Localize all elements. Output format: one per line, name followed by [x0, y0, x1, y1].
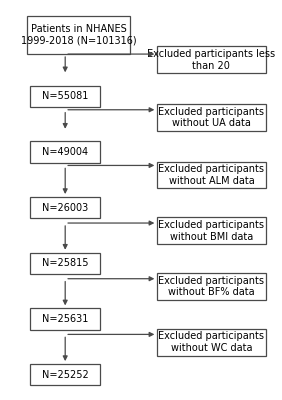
Text: N=25631: N=25631 [42, 314, 88, 324]
Text: Excluded participants
without BMI data: Excluded participants without BMI data [158, 220, 265, 242]
Text: Excluded participants
without WC data: Excluded participants without WC data [158, 331, 265, 353]
Bar [30, 86, 100, 107]
Text: Excluded participants
without ALM data: Excluded participants without ALM data [158, 164, 265, 186]
Bar [157, 46, 266, 73]
Bar [30, 253, 100, 274]
Bar [27, 16, 130, 54]
Text: N=26003: N=26003 [42, 203, 88, 213]
Text: N=49004: N=49004 [42, 147, 88, 157]
Bar [157, 329, 266, 356]
Text: N=25252: N=25252 [42, 370, 89, 380]
Bar [157, 162, 266, 188]
Text: N=25815: N=25815 [42, 258, 89, 268]
Text: Excluded participants
without BF% data: Excluded participants without BF% data [158, 276, 265, 297]
Bar [157, 217, 266, 244]
Bar [157, 273, 266, 300]
Bar [30, 197, 100, 218]
Text: Excluded participants less
than 20: Excluded participants less than 20 [147, 49, 276, 71]
Bar [30, 142, 100, 162]
Text: Patients in NHANES
1999-2018 (N=101316): Patients in NHANES 1999-2018 (N=101316) [21, 24, 136, 46]
Text: Excluded participants
without UA data: Excluded participants without UA data [158, 107, 265, 128]
Bar [30, 364, 100, 385]
Text: N=55081: N=55081 [42, 91, 88, 101]
Bar [157, 104, 266, 131]
Bar [30, 308, 100, 330]
